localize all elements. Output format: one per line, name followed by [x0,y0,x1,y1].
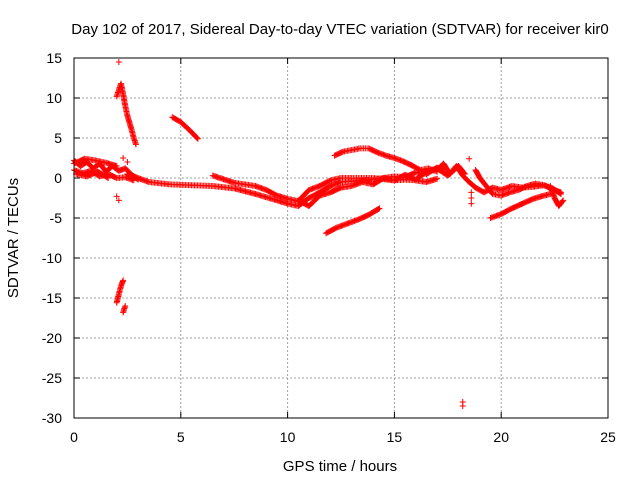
y-tick-label: -15 [42,290,62,306]
plot-frame [73,57,609,419]
data-point [560,197,567,204]
data-point [120,155,127,161]
x-tick-label: 0 [70,429,78,445]
data-point [466,155,473,162]
data-point [376,205,383,212]
x-tick-label: 15 [387,429,403,445]
y-tick-label: -25 [42,370,62,386]
y-tick-label: 5 [54,130,62,146]
data-point [468,200,475,207]
data-point [115,197,122,204]
data-point [104,174,111,181]
data-point [459,403,466,409]
data-point [113,163,120,169]
data-point [132,141,139,148]
data-point [122,303,129,309]
chart-title: Day 102 of 2017, Sidereal Day-to-day VTE… [71,21,608,38]
y-tick-label: 15 [46,50,62,66]
data-point [557,190,564,197]
data-point [375,205,382,212]
x-tick-label: 10 [280,429,296,445]
data-point [194,135,201,141]
data-point [115,59,122,65]
data-point [105,175,112,181]
data-point [468,195,475,201]
y-tick-label: -20 [42,330,62,346]
x-tick-label: 5 [177,429,185,445]
y-tick-label: -30 [42,410,62,426]
y-tick-label: -5 [50,210,63,226]
data-points [71,59,567,409]
data-point [434,175,441,182]
data-point [558,191,565,197]
y-tick-label: 10 [46,90,62,106]
data-point [559,198,566,205]
data-point [468,189,475,196]
data-point [113,193,120,200]
x-tick-label: 25 [600,429,616,445]
x-axis-title: GPS time / hours [283,458,397,475]
grid-lines [74,58,608,418]
y-tick-label: -10 [42,250,62,266]
y-tick-label: 0 [54,170,62,186]
y-axis-title: SDTVAR / TECUs [5,178,22,298]
data-point [124,159,131,165]
y-axis-ticks: 15 10 5 0 -5 -10 -15 -20 -25 -30 [42,50,608,426]
data-point [120,277,127,284]
data-point [194,135,201,142]
x-tick-label: 20 [493,429,509,445]
